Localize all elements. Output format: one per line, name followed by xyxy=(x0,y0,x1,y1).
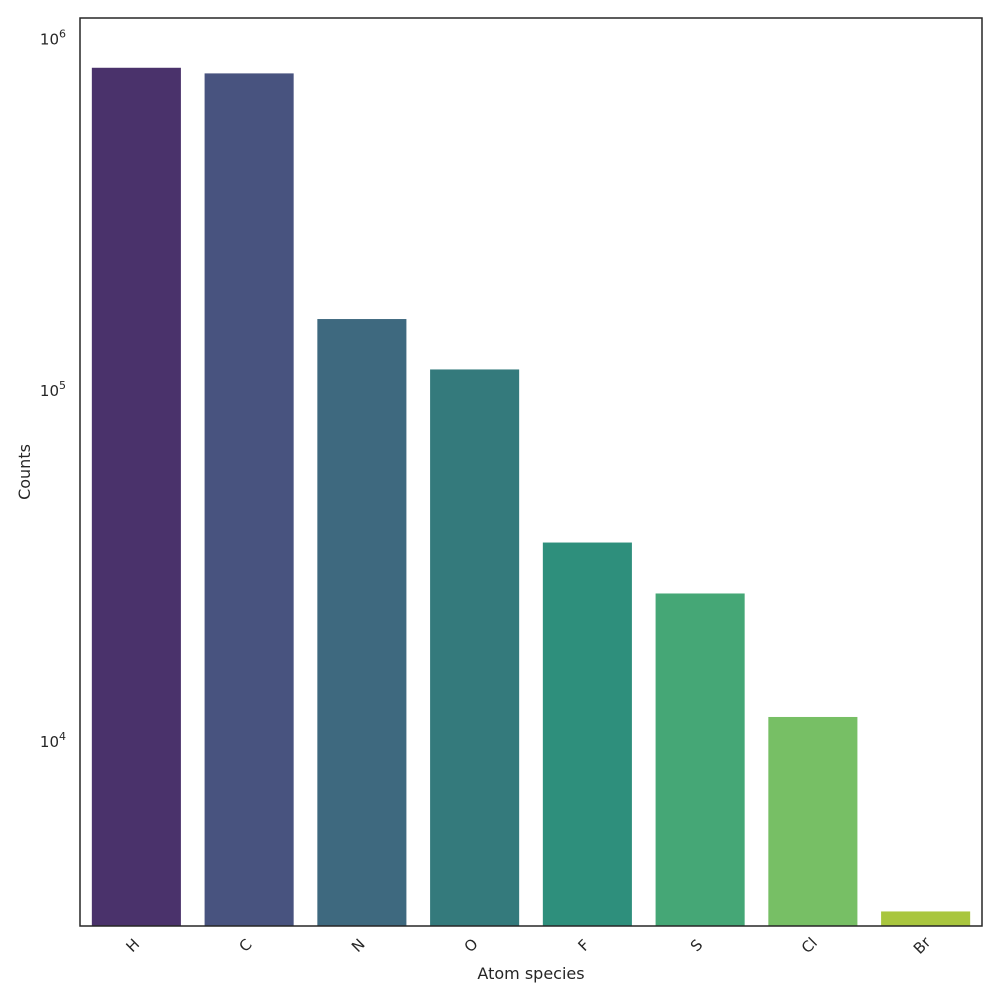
x-tick-label-n: N xyxy=(348,935,369,956)
bar-s xyxy=(655,593,745,926)
y-tick-label: 105 xyxy=(40,379,66,400)
y-tick-label: 106 xyxy=(40,27,66,48)
x-tick-label-f: F xyxy=(574,936,593,955)
bar-c xyxy=(204,73,294,926)
y-tick-label: 104 xyxy=(40,730,66,751)
bar-o xyxy=(430,369,520,926)
x-axis-label: Atom species xyxy=(477,964,584,983)
y-axis-label: Counts xyxy=(15,444,34,500)
x-axis-ticks: H C N O F S Cl Br xyxy=(122,933,934,958)
x-tick-label-cl: Cl xyxy=(798,934,821,957)
x-tick-label-o: O xyxy=(461,935,482,956)
x-tick-label-br: Br xyxy=(910,933,935,958)
x-tick-label-c: C xyxy=(236,935,256,955)
bar-cl xyxy=(768,716,858,926)
bar-br xyxy=(881,911,971,926)
plot-frame xyxy=(79,17,983,927)
bar-h xyxy=(91,67,181,926)
y-axis-ticks: 104 105 106 xyxy=(40,27,66,751)
x-tick-label-h: H xyxy=(122,935,143,956)
bar-n xyxy=(317,319,407,926)
x-tick-label-s: S xyxy=(687,936,706,955)
bars xyxy=(91,67,971,926)
bar-f xyxy=(542,542,632,926)
